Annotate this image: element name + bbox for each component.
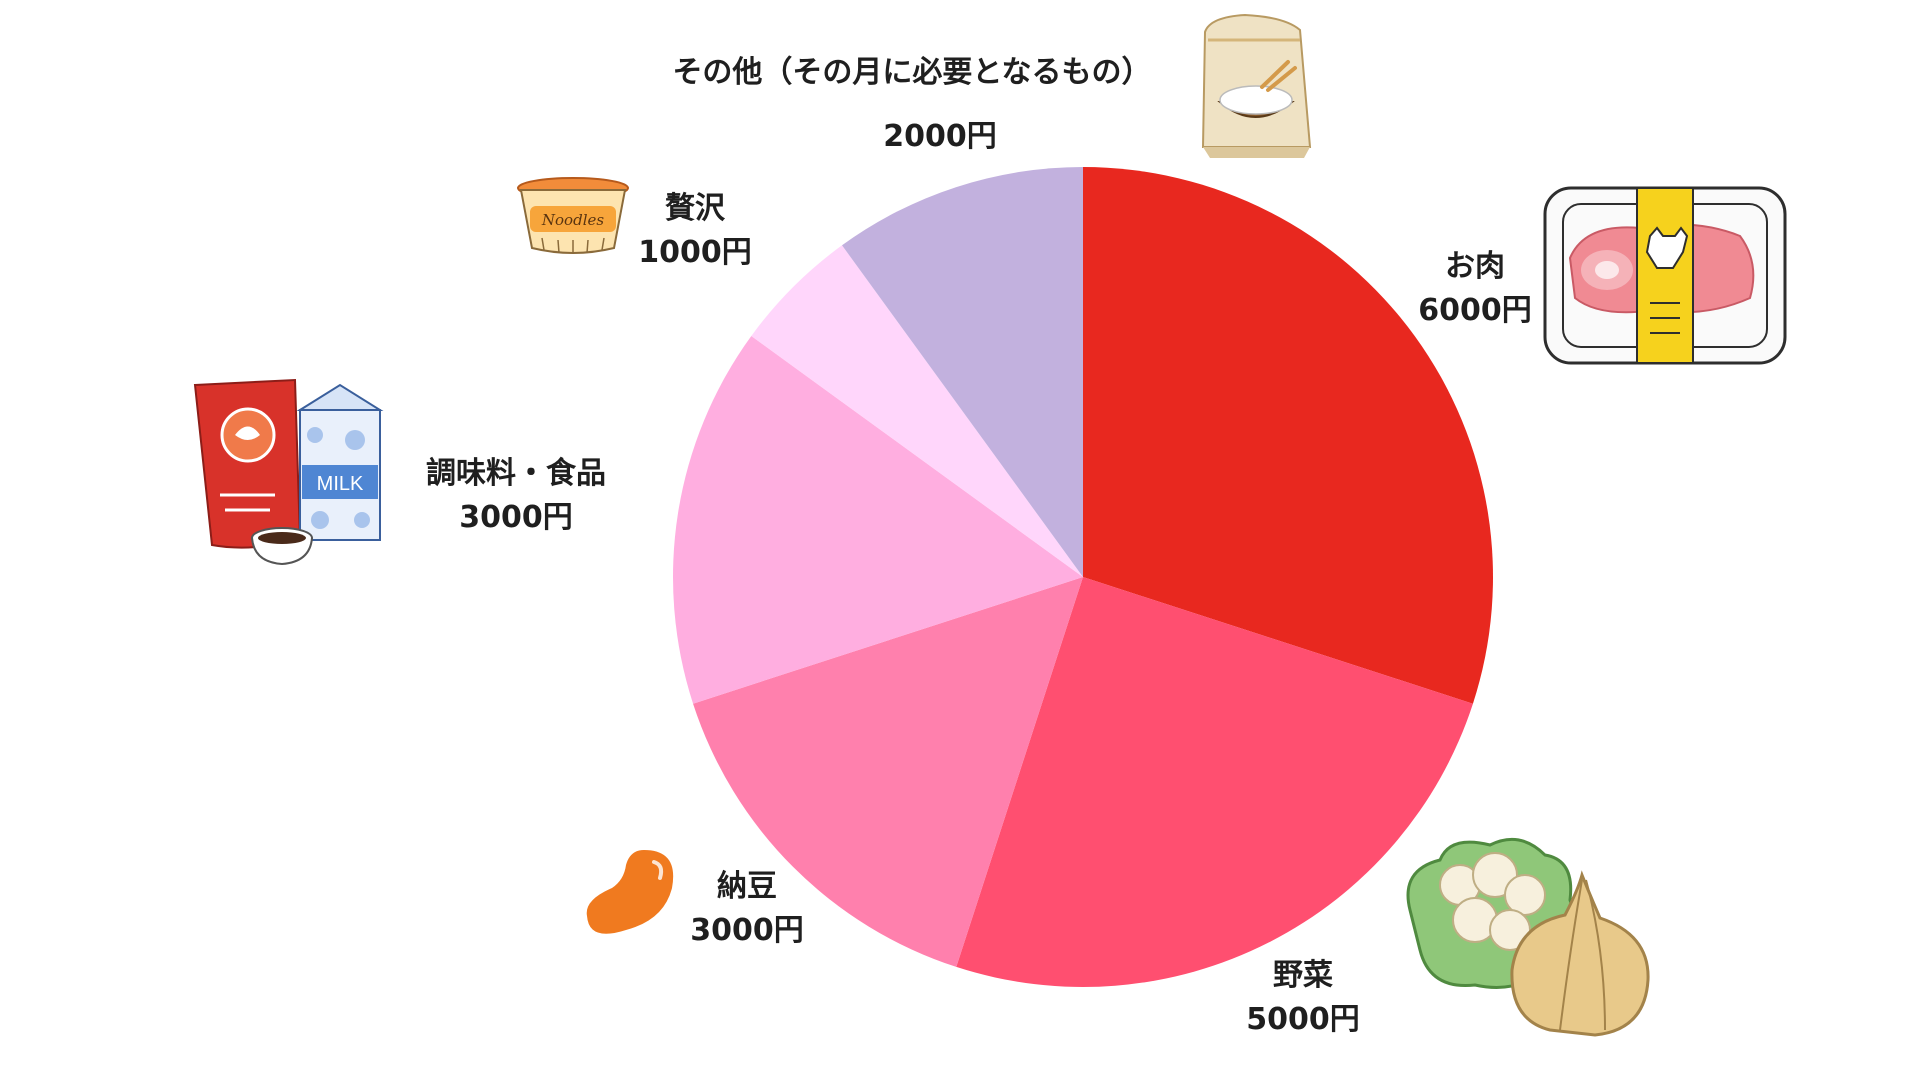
slice-value-label: 2000円 <box>883 119 997 154</box>
svg-text:Noodles: Noodles <box>541 211 604 229</box>
slice-value-label: 5000円 <box>1246 1002 1360 1037</box>
pie-slice <box>693 577 1083 967</box>
slice-label: 贅沢 <box>665 191 726 226</box>
pouch-milk-icon: MILK <box>193 378 384 566</box>
slice-value-label: 1000円 <box>638 235 752 270</box>
pie-slice <box>956 577 1473 987</box>
slice-label: その他（その月に必要となるもの） <box>672 55 1151 90</box>
pie-slices <box>673 167 1493 987</box>
rice-bag-icon <box>1201 13 1312 158</box>
slice-label: 調味料・食品 <box>426 456 606 491</box>
noodles-cup-icon: Noodles <box>517 177 629 254</box>
pie-slice <box>1083 167 1493 704</box>
slice-label: 野菜 <box>1273 958 1333 993</box>
pie-slice <box>751 245 1083 578</box>
pie-slice <box>673 336 1083 704</box>
meat-pack-icon <box>1543 186 1787 365</box>
slice-value-label: 6000円 <box>1418 293 1532 328</box>
svg-text:MILK: MILK <box>317 473 364 495</box>
slice-value-label: 3000円 <box>690 913 804 948</box>
slice-label: 納豆 <box>717 869 777 904</box>
pie-slice <box>842 167 1083 577</box>
bean-icon <box>586 850 674 934</box>
slice-value-label: 3000円 <box>459 500 573 535</box>
slice-label: お肉 <box>1445 249 1505 284</box>
cauliflower-onion-icon <box>1406 837 1650 1037</box>
